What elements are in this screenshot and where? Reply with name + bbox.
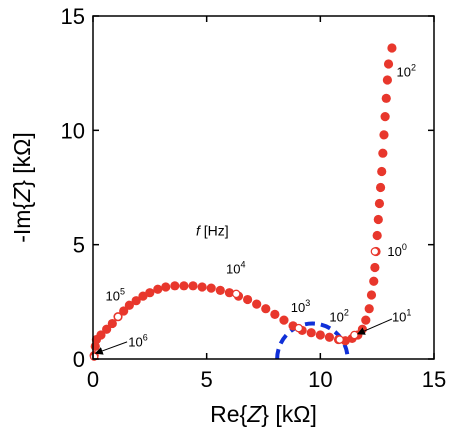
- x-tick-label: 10: [308, 367, 332, 392]
- x-axis-title: Re{Z} [kΩ]: [210, 401, 317, 427]
- frequency-label: 102: [396, 63, 415, 80]
- data-point: [197, 282, 207, 292]
- data-point: [279, 315, 289, 325]
- data-point: [261, 304, 271, 314]
- data-point: [252, 299, 262, 309]
- data-point: [306, 328, 316, 338]
- data-point: [179, 281, 189, 291]
- data-point: [369, 276, 379, 286]
- frequency-label: 102: [329, 307, 348, 324]
- data-point: [153, 284, 163, 294]
- data-point: [215, 285, 225, 295]
- data-point: [242, 294, 253, 305]
- annotations: 106 105 104 103 102 101 100 102: [94, 63, 416, 355]
- frequency-marker: [113, 312, 123, 321]
- data-point: [377, 166, 387, 177]
- data-point: [382, 75, 392, 85]
- data-point: [161, 282, 171, 292]
- data-point: [378, 148, 388, 158]
- frequency-marker: [335, 335, 344, 344]
- data-point: [324, 332, 335, 342]
- data-point: [206, 283, 216, 293]
- data-point: [387, 43, 397, 53]
- frequency-title: f [Hz]: [196, 223, 229, 239]
- data-point: [102, 324, 112, 334]
- data-point: [364, 304, 374, 314]
- data-point: [315, 330, 325, 340]
- x-tick-label: 15: [422, 367, 446, 392]
- data-point: [379, 130, 389, 140]
- data-points: [89, 43, 397, 361]
- data-point: [124, 300, 134, 310]
- x-tick-label: 0: [87, 367, 99, 392]
- frequency-label: 100: [387, 242, 406, 259]
- data-point: [119, 306, 129, 316]
- frequency-label: 106: [128, 332, 147, 349]
- y-tick-label: 5: [73, 233, 85, 258]
- frequency-label: 101: [392, 307, 411, 324]
- frequency-marker: [370, 247, 380, 256]
- data-point: [107, 318, 117, 329]
- data-point: [188, 281, 198, 291]
- data-point: [357, 324, 367, 334]
- y-axis-title: -Im{Z} [kΩ]: [9, 132, 35, 243]
- data-point: [224, 288, 234, 298]
- frequency-label: 105: [106, 287, 125, 304]
- y-tick-label: 0: [73, 347, 85, 372]
- data-point: [138, 291, 148, 301]
- annotation-arrow: [94, 341, 128, 355]
- data-point: [361, 315, 371, 325]
- semicircle-layer: [275, 321, 350, 360]
- data-point: [375, 182, 386, 193]
- y-tick-label: 10: [61, 118, 85, 143]
- data-point: [366, 290, 377, 300]
- data-point: [374, 198, 385, 209]
- data-point: [96, 330, 106, 340]
- frequency-marker: [232, 289, 241, 299]
- frequency-label: 104: [226, 259, 245, 276]
- data-point: [170, 281, 180, 291]
- data-point: [380, 112, 390, 122]
- annotation-arrow: [356, 318, 393, 335]
- data-point: [145, 288, 155, 298]
- data-point: [381, 93, 391, 103]
- frequency-label: 103: [291, 298, 310, 315]
- x-tick-label: 5: [201, 367, 213, 392]
- frequency-marker: [350, 330, 359, 340]
- data-point: [372, 230, 382, 241]
- y-tick-label: 15: [61, 4, 85, 29]
- data-point: [131, 296, 141, 306]
- fit-semicircle: [275, 321, 350, 360]
- frequency-marker: [294, 323, 303, 333]
- axes: 0 5 10 15 0 5 10 15: [61, 4, 447, 392]
- data-point: [373, 214, 383, 225]
- data-point: [370, 262, 380, 273]
- plot-frame: [92, 15, 435, 360]
- data-point: [270, 309, 280, 320]
- data-point: [383, 59, 394, 69]
